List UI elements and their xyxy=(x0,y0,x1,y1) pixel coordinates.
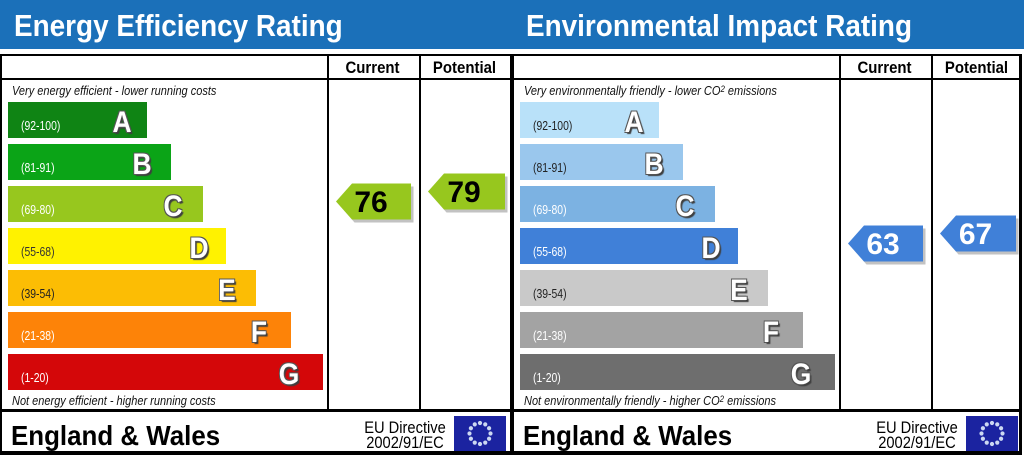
svg-text:79: 79 xyxy=(447,176,480,209)
svg-text:76: 76 xyxy=(354,186,387,219)
svg-text:63: 63 xyxy=(866,228,899,261)
svg-text:67: 67 xyxy=(959,218,992,251)
